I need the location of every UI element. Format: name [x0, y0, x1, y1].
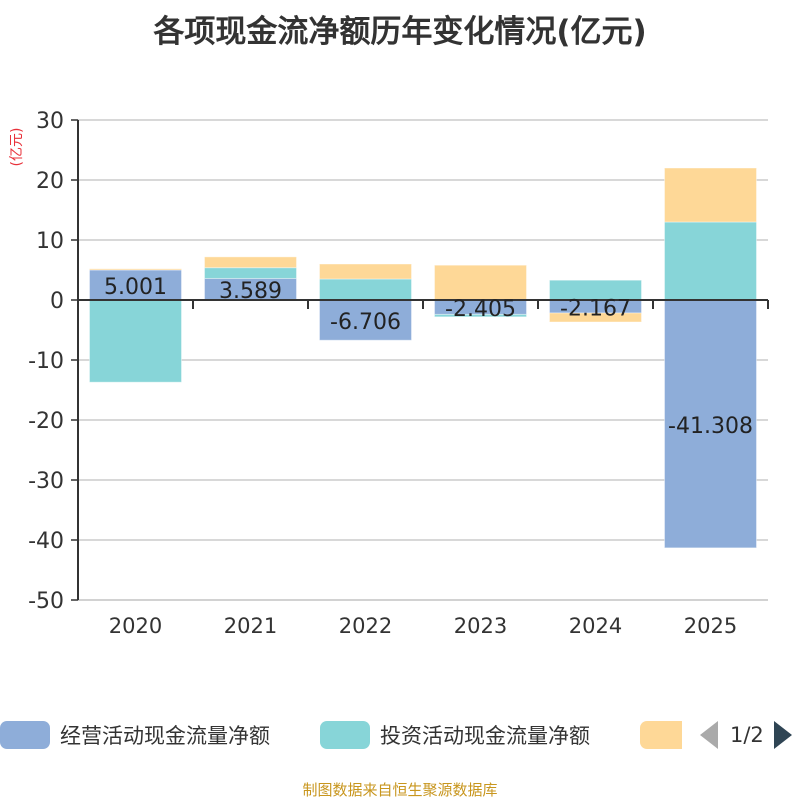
y-tick-label: 0	[50, 289, 64, 314]
bar-segment[interactable]	[319, 278, 412, 301]
bar-segment[interactable]	[434, 313, 527, 318]
bar-segment[interactable]	[89, 268, 182, 271]
x-tick-label: 2020	[109, 614, 162, 638]
data-label: -41.308	[668, 414, 753, 439]
x-tick-label: 2025	[684, 614, 737, 638]
bar-segment[interactable]	[549, 312, 642, 323]
y-tick-label: -20	[28, 409, 64, 434]
bar-segment[interactable]	[204, 267, 297, 279]
data-label: -2.405	[445, 297, 516, 322]
legend-page-indicator: 1/2	[730, 723, 764, 747]
legend-label: 投资活动现金流量净额	[380, 724, 590, 748]
chart-title: 各项现金流净额历年变化情况(亿元)	[153, 14, 647, 50]
x-tick-label: 2022	[339, 614, 392, 638]
bar-segment[interactable]	[434, 264, 527, 301]
bar-segment[interactable]	[664, 299, 757, 549]
y-tick-label: -10	[28, 349, 64, 374]
data-label: 3.589	[219, 279, 282, 304]
bar-segment[interactable]	[319, 263, 412, 280]
triangle-right-icon[interactable]	[773, 721, 792, 749]
data-label: -6.706	[330, 310, 401, 335]
y-axis-label: (亿元)	[9, 128, 25, 167]
legend-label: 经营活动现金流量净额	[60, 724, 270, 748]
data-labels: 5.001 3.589 -6.706 -2.405 -2.167 -41.308	[104, 275, 753, 439]
bars	[89, 167, 757, 549]
chart: 30 20 10 0 -10 -20 -30 -40 -50 2020 2021 2022 2023 20…	[9, 109, 769, 638]
x-tick-label: 2023	[454, 614, 507, 638]
bar-segment[interactable]	[664, 167, 757, 223]
bar-segment[interactable]	[89, 299, 182, 383]
y-tick-label: 10	[36, 229, 64, 254]
data-label: -2.167	[560, 297, 631, 322]
y-tick-label: 30	[36, 109, 64, 134]
legend-item-investing[interactable]: 投资活动现金流量净额	[320, 717, 590, 753]
legend-swatch	[0, 721, 50, 749]
data-label: 5.001	[104, 275, 167, 300]
y-tick-label: -50	[28, 589, 64, 614]
triangle-left-icon[interactable]	[700, 721, 718, 749]
legend: 经营活动现金流量净额 投资活动现金流量净额 1/2	[0, 717, 800, 753]
legend-swatch	[640, 721, 682, 749]
bar-segment[interactable]	[664, 221, 757, 301]
y-tick-label: 20	[36, 169, 64, 194]
x-tick-label: 2021	[224, 614, 277, 638]
grid-lines	[78, 119, 768, 601]
y-tick-label: -30	[28, 469, 64, 494]
x-tick-label: 2024	[569, 614, 622, 638]
bar-segment[interactable]	[204, 256, 297, 269]
legend-item-operating[interactable]: 经营活动现金流量净额	[0, 717, 270, 753]
axes: 30 20 10 0 -10 -20 -30 -40 -50 2020 2021 2022 2023 20…	[28, 109, 769, 638]
y-tick-label: -40	[28, 529, 64, 554]
legend-swatch	[320, 721, 370, 749]
legend-item-other[interactable]	[640, 717, 692, 753]
data-source-note: 制图数据来自恒生聚源数据库	[302, 781, 498, 799]
legend-pager: 1/2	[700, 717, 792, 753]
